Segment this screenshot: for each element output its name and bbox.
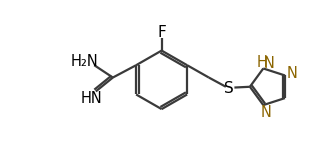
Text: N: N: [264, 56, 275, 71]
Text: N: N: [260, 105, 271, 119]
Text: S: S: [224, 81, 234, 96]
Text: F: F: [157, 25, 166, 40]
Text: HN: HN: [80, 91, 102, 106]
Text: H₂N: H₂N: [71, 54, 99, 69]
Text: N: N: [287, 66, 297, 81]
Text: H: H: [256, 55, 267, 70]
